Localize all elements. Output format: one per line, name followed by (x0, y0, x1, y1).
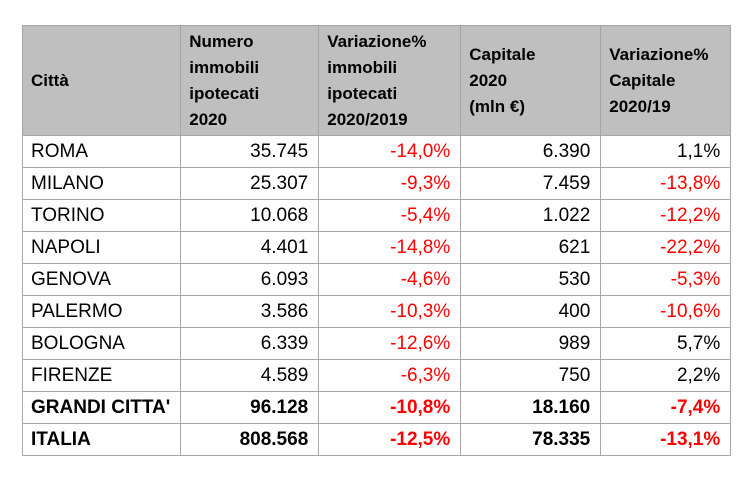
cell-value: 1,1% (600, 135, 732, 168)
table-row: ROMA 35.745 -14,0% 6.390 1,1% (21, 135, 732, 168)
cell-value: 530 (460, 263, 602, 296)
cell-city: TORINO (21, 199, 182, 232)
cell-city: ITALIA (21, 423, 182, 456)
cell-value: -6,3% (318, 359, 462, 392)
cell-value: 18.160 (460, 391, 602, 424)
cell-value: -14,0% (318, 135, 462, 168)
cell-value: 1.022 (460, 199, 602, 232)
table-row: MILANO 25.307 -9,3% 7.459 -13,8% (21, 167, 732, 200)
cell-value: -12,5% (318, 423, 462, 456)
cell-value: -10,6% (600, 295, 732, 328)
cell-value: 808.568 (180, 423, 320, 456)
column-header-variazione-capitale: Variazione% Capitale 2020/19 (600, 25, 732, 136)
cell-value: 96.128 (180, 391, 320, 424)
cell-value: -13,1% (600, 423, 732, 456)
cell-city: GRANDI CITTA' (21, 391, 182, 424)
cell-value: 6.093 (180, 263, 320, 296)
cell-city: GENOVA (21, 263, 182, 296)
header-row: Città Numero immobili ipotecati 2020 Var… (21, 25, 732, 136)
cell-city: FIRENZE (21, 359, 182, 392)
table-row: PALERMO 3.586 -10,3% 400 -10,6% (21, 295, 732, 328)
cell-value: -9,3% (318, 167, 462, 200)
table-header: Città Numero immobili ipotecati 2020 Var… (21, 25, 732, 136)
cell-value: -10,8% (318, 391, 462, 424)
cell-city: NAPOLI (21, 231, 182, 264)
table-row: BOLOGNA 6.339 -12,6% 989 5,7% (21, 327, 732, 360)
cell-value: 989 (460, 327, 602, 360)
cell-city: MILANO (21, 167, 182, 200)
cell-value: 7.459 (460, 167, 602, 200)
cell-value: 10.068 (180, 199, 320, 232)
cell-value: -12,2% (600, 199, 732, 232)
cell-value: 6.390 (460, 135, 602, 168)
table-row: FIRENZE 4.589 -6,3% 750 2,2% (21, 359, 732, 392)
cell-value: 621 (460, 231, 602, 264)
cell-value: 4.589 (180, 359, 320, 392)
cell-value: 5,7% (600, 327, 732, 360)
cell-value: 2,2% (600, 359, 732, 392)
cell-value: 78.335 (460, 423, 602, 456)
cell-value: -5,3% (600, 263, 732, 296)
cell-city: BOLOGNA (21, 327, 182, 360)
table-row: TORINO 10.068 -5,4% 1.022 -12,2% (21, 199, 732, 232)
table-row: ITALIA 808.568 -12,5% 78.335 -13,1% (21, 423, 732, 456)
column-header-citta: Città (21, 25, 182, 136)
column-header-capitale: Capitale 2020 (mln €) (460, 25, 602, 136)
cell-value: 35.745 (180, 135, 320, 168)
cell-city: PALERMO (21, 295, 182, 328)
cell-value: 400 (460, 295, 602, 328)
cell-value: 3.586 (180, 295, 320, 328)
table-body: ROMA 35.745 -14,0% 6.390 1,1% MILANO 25.307 -9,… (21, 135, 732, 456)
cell-value: -12,6% (318, 327, 462, 360)
cell-value: -10,3% (318, 295, 462, 328)
mortgaged-properties-table: Città Numero immobili ipotecati 2020 Var… (21, 25, 732, 456)
cell-value: 6.339 (180, 327, 320, 360)
cell-value: -4,6% (318, 263, 462, 296)
cell-value: 750 (460, 359, 602, 392)
cell-value: -14,8% (318, 231, 462, 264)
table-row: NAPOLI 4.401 -14,8% 621 -22,2% (21, 231, 732, 264)
cell-city: ROMA (21, 135, 182, 168)
column-header-numero-immobili: Numero immobili ipotecati 2020 (180, 25, 320, 136)
table-row: GRANDI CITTA' 96.128 -10,8% 18.160 -7,4% (21, 391, 732, 424)
cell-value: -7,4% (600, 391, 732, 424)
column-header-variazione-immobili: Variazione% immobili ipotecati 2020/2019 (318, 25, 462, 136)
cell-value: -5,4% (318, 199, 462, 232)
cell-value: -22,2% (600, 231, 732, 264)
cell-value: -13,8% (600, 167, 732, 200)
cell-value: 4.401 (180, 231, 320, 264)
cell-value: 25.307 (180, 167, 320, 200)
table-row: GENOVA 6.093 -4,6% 530 -5,3% (21, 263, 732, 296)
